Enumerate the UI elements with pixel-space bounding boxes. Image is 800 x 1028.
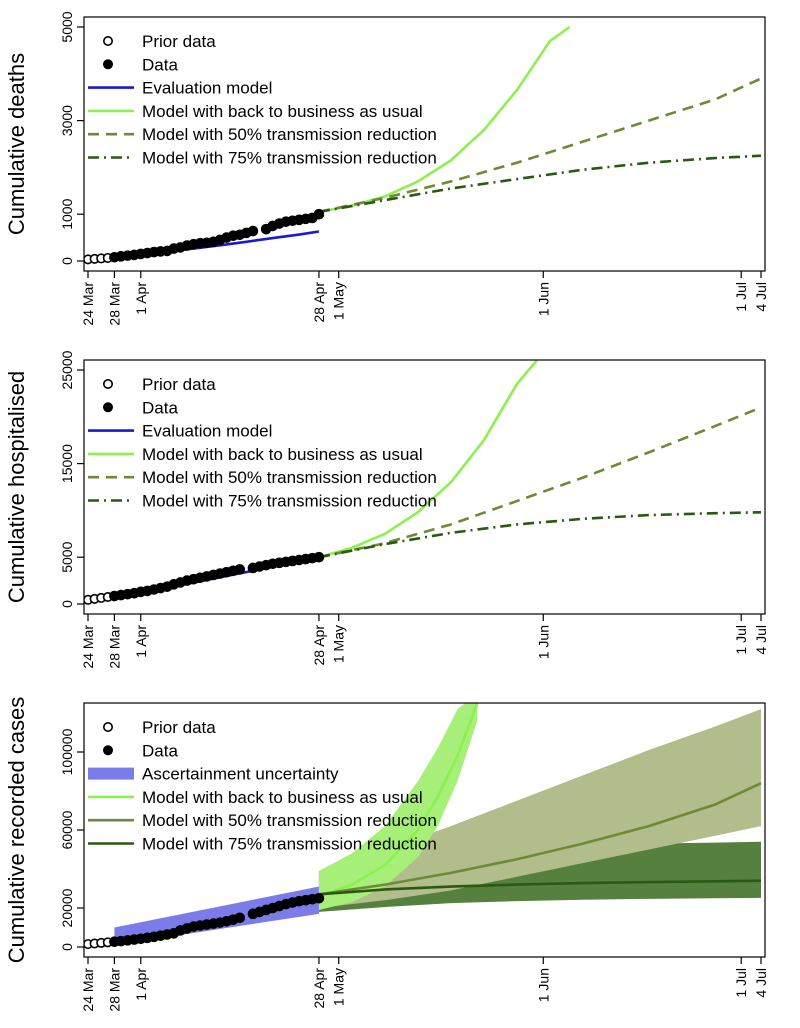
series-line-2 (318, 77, 762, 214)
data-point (234, 564, 246, 575)
y-tick-label: 25000 (59, 350, 75, 389)
y-axis-label: Cumulative recorded cases (4, 697, 29, 964)
x-tick-label: 4 Jul (753, 968, 769, 998)
panel-recorded-cases: 0 20000 60000 100000 Cumulative recorded cas… (4, 697, 769, 1012)
legend-label: Model with 50% transmission reduction (142, 811, 437, 830)
legend: Prior data Data Evaluation model Model with… (88, 375, 437, 511)
x-tick-label: 1 May (331, 282, 347, 320)
x-tick-label: 4 Jul (753, 282, 769, 312)
plot-area (84, 360, 762, 605)
x-tick-label: 24 Mar (80, 282, 96, 326)
legend-label: Model with 75% transmission reduction (142, 149, 437, 168)
series-line-0 (318, 703, 479, 898)
legend-symbol-filled-circle (103, 745, 113, 756)
x-tick-label: 1 Jul (733, 968, 749, 998)
legend-label: Data (142, 55, 178, 74)
legend-label: Model with back to business as usual (142, 445, 423, 464)
data-point (313, 551, 325, 563)
x-tick-label: 1 Jun (535, 625, 551, 659)
uncertainty-band-3 (318, 703, 478, 910)
x-tick-label: 1 Jun (535, 968, 551, 1002)
y-tick-label: 100000 (59, 728, 75, 775)
y-tick-label: 0 (59, 600, 75, 608)
x-tick-label: 1 May (331, 625, 347, 663)
x-tick-label: 28 Apr (311, 282, 327, 323)
panel-deaths: 0 1000 3000 5000 Cumulative deaths 24 Mar 28 M… (4, 11, 769, 325)
x-tick-label: 24 Mar (80, 968, 96, 1012)
x-tick-label: 1 Jul (733, 625, 749, 655)
y-tick-label: 5000 (59, 11, 75, 42)
y-tick-label: 0 (59, 943, 75, 951)
series-line-2 (318, 406, 762, 559)
y-tick-label: 1000 (59, 198, 75, 229)
legend-label: Prior data (142, 375, 216, 394)
x-tick-label: 28 Mar (106, 968, 122, 1012)
x-tick-label: 24 Mar (80, 625, 96, 669)
x-tick-label: 1 Apr (133, 625, 149, 658)
legend-symbol-filled-circle (103, 402, 113, 413)
series-line-1 (318, 782, 762, 896)
y-tick-label: 5000 (59, 541, 75, 572)
x-tick-label: 28 Apr (311, 625, 327, 666)
data-point (313, 892, 325, 904)
y-tick-label: 3000 (59, 105, 75, 136)
legend-symbol-open-circle (103, 721, 114, 732)
legend-label: Model with 50% transmission reduction (142, 468, 437, 487)
x-tick-label: 4 Jul (753, 625, 769, 655)
plot-area (84, 703, 762, 950)
uncertainty-band-2 (318, 709, 761, 908)
legend: Prior data Data Evaluation model Model with… (88, 32, 437, 168)
y-tick-label: 15000 (59, 444, 75, 483)
data-point (313, 208, 325, 220)
legend-label: Prior data (142, 32, 216, 51)
y-tick-label: 0 (59, 257, 75, 265)
x-tick-label: 28 Mar (106, 625, 122, 669)
panel-hospitalised: 0 5000 15000 25000 Cumulative hospitalised 24… (4, 350, 769, 668)
legend-symbol-open-circle (103, 35, 114, 46)
y-tick-label: 60000 (59, 810, 75, 849)
legend-label: Ascertainment uncertainty (142, 765, 339, 784)
y-tick-label: 20000 (59, 888, 75, 927)
x-tick-label: 1 Jun (535, 282, 551, 316)
legend-label: Evaluation model (142, 422, 272, 441)
legend-label: Data (142, 398, 178, 417)
x-tick-label: 1 Apr (133, 968, 149, 1001)
legend-label: Model with 50% transmission reduction (142, 125, 437, 144)
legend-label: Prior data (142, 718, 216, 737)
data-point (234, 912, 246, 924)
x-tick-label: 28 Mar (106, 282, 122, 326)
plot-area (84, 25, 762, 265)
series-line-2 (318, 879, 762, 896)
series-line-3 (318, 154, 762, 214)
y-axis-label: Cumulative hospitalised (4, 371, 29, 603)
x-tick-label: 1 Apr (133, 282, 149, 315)
legend-label: Model with 75% transmission reduction (142, 835, 437, 854)
legend-label: Evaluation model (142, 79, 272, 98)
legend: Prior data Data Ascertainment uncertainty M… (88, 718, 437, 854)
x-tick-label: 28 Apr (311, 968, 327, 1009)
legend-symbol-filled-circle (103, 59, 113, 70)
legend-label: Data (142, 741, 178, 760)
plot-frame (83, 359, 766, 615)
x-tick-label: 1 May (331, 968, 347, 1006)
legend-label: Model with 75% transmission reduction (142, 492, 437, 511)
y-axis-label: Cumulative deaths (4, 53, 29, 235)
x-tick-label: 1 Jul (733, 282, 749, 312)
legend-label: Model with back to business as usual (142, 788, 423, 807)
plot-frame (83, 16, 766, 272)
series-line-3 (318, 510, 762, 559)
data-point (247, 225, 259, 237)
series-line-1 (318, 360, 538, 559)
legend-symbol-band (88, 767, 134, 780)
legend-label: Model with back to business as usual (142, 102, 423, 121)
legend-symbol-open-circle (103, 378, 114, 389)
